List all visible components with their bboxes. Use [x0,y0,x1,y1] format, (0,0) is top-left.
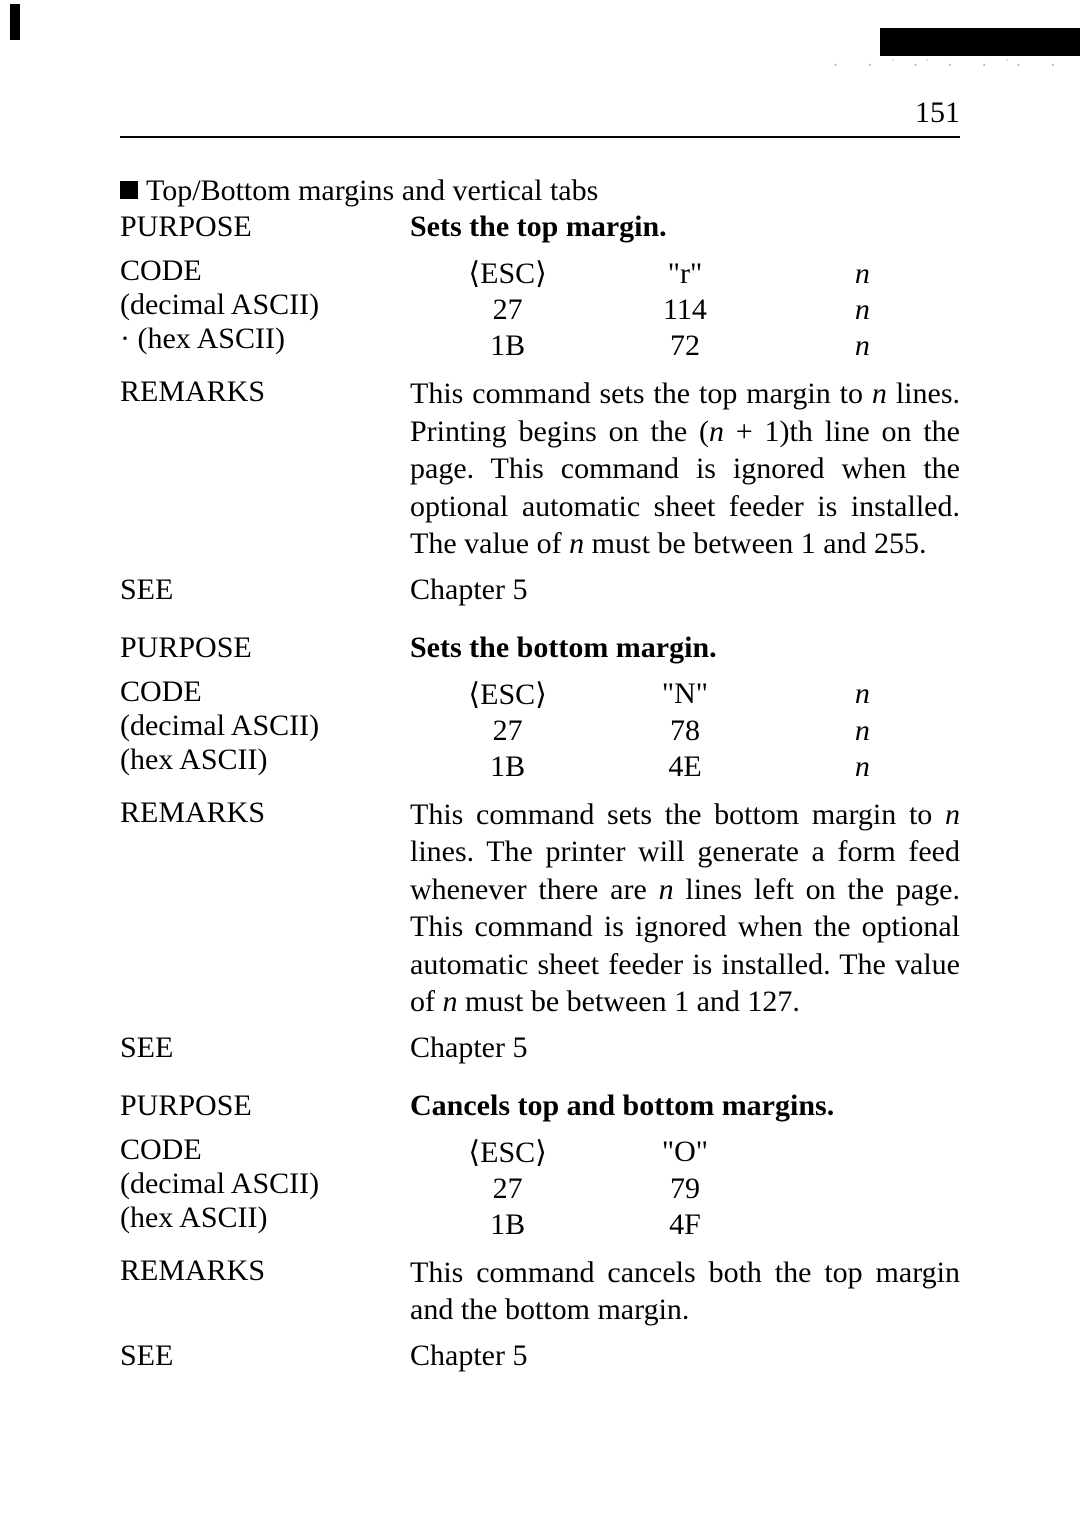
dec-char: 114 [605,293,764,327]
hex-label: · (hex ASCII) [120,322,410,356]
see-text: Chapter 5 [410,573,960,607]
char: "r" [605,256,764,291]
code-table: ⟨ESC⟩"N"n 2778n 1B4En [410,675,960,786]
section-header-text: Top/Bottom margins and vertical tabs [146,174,598,207]
code-label: CODE [120,254,410,288]
esc: ⟨ESC⟩ [412,256,603,291]
dec-char: 79 [605,1172,764,1206]
n-col [767,1172,958,1206]
n-col: n [767,714,958,748]
purpose-text: Sets the bottom margin. [410,631,960,665]
n-col [767,1208,958,1242]
square-bullet-icon [120,181,138,199]
speckle-noise: · · ˙ ·˙ · · ˙· · [831,58,1060,74]
purpose-row: PURPOSE Sets the top margin. [120,210,960,244]
hex-label: (hex ASCII) [120,1201,410,1235]
hex-char: 4E [605,750,764,784]
see-text: Chapter 5 [410,1339,960,1373]
dec-char: 78 [605,714,764,748]
remarks-row: REMARKS This command sets the top margin… [120,375,960,563]
hex-esc: 1B [412,329,603,363]
left-tick [10,4,20,40]
see-label: SEE [120,1339,410,1373]
code-label: CODE [120,675,410,709]
see-text: Chapter 5 [410,1031,960,1065]
remarks-row: REMARKS This command cancels both the to… [120,1254,960,1329]
see-row: SEE Chapter 5 [120,573,960,607]
n-col: n [767,750,958,784]
table-row: 2779 [412,1172,958,1206]
remarks-label: REMARKS [120,796,410,830]
purpose-label: PURPOSE [120,210,410,244]
hex-label: (hex ASCII) [120,743,410,777]
code-table: ⟨ESC⟩"O" 2779 1B4F [410,1133,960,1244]
purpose-row: PURPOSE Sets the bottom margin. [120,631,960,665]
code-label: CODE [120,1133,410,1167]
table-row: ⟨ESC⟩"O" [412,1135,958,1170]
esc: ⟨ESC⟩ [412,677,603,712]
see-row: SEE Chapter 5 [120,1031,960,1065]
hex-esc: 1B [412,1208,603,1242]
code-row: CODE (decimal ASCII) · (hex ASCII) ⟨ESC⟩… [120,254,960,365]
dec-label: (decimal ASCII) [120,1167,410,1201]
code-table: ⟨ESC⟩"r"n 27114n 1B72n [410,254,960,365]
purpose-text: Cancels top and bottom margins. [410,1089,960,1123]
hex-char: 4F [605,1208,764,1242]
n-col: n [767,329,958,363]
hex-char: 72 [605,329,764,363]
n-col: n [767,677,958,712]
purpose-label: PURPOSE [120,631,410,665]
remarks-text: This command sets the bottom margin to n… [410,796,960,1021]
section-header: Top/Bottom margins and vertical tabs [120,174,960,208]
remarks-label: REMARKS [120,1254,410,1288]
char: "N" [605,677,764,712]
table-row: 2778n [412,714,958,748]
dec-label: (decimal ASCII) [120,288,410,322]
n-col [767,1135,958,1170]
dec-label: (decimal ASCII) [120,709,410,743]
purpose-label: PURPOSE [120,1089,410,1123]
table-row: 27114n [412,293,958,327]
purpose-text: Sets the top margin. [410,210,960,244]
page-content: 151 Top/Bottom margins and vertical tabs… [0,0,1080,1413]
see-row: SEE Chapter 5 [120,1339,960,1373]
hex-esc: 1B [412,750,603,784]
remarks-text: This command cancels both the top margin… [410,1254,960,1329]
see-label: SEE [120,1031,410,1065]
table-row: 1B4En [412,750,958,784]
top-black-bar [880,28,1080,56]
table-row: 1B72n [412,329,958,363]
char: "O" [605,1135,764,1170]
dec-esc: 27 [412,293,603,327]
dec-esc: 27 [412,714,603,748]
esc: ⟨ESC⟩ [412,1135,603,1170]
table-row: ⟨ESC⟩"N"n [412,677,958,712]
remarks-text: This command sets the top margin to n li… [410,375,960,563]
page-number: 151 [120,96,960,138]
remarks-row: REMARKS This command sets the bottom mar… [120,796,960,1021]
dec-esc: 27 [412,1172,603,1206]
purpose-row: PURPOSE Cancels top and bottom margins. [120,1089,960,1123]
code-row: CODE (decimal ASCII) (hex ASCII) ⟨ESC⟩"O… [120,1133,960,1244]
n-col: n [767,293,958,327]
table-row: 1B4F [412,1208,958,1242]
see-label: SEE [120,573,410,607]
remarks-label: REMARKS [120,375,410,409]
n-col: n [767,256,958,291]
code-row: CODE (decimal ASCII) (hex ASCII) ⟨ESC⟩"N… [120,675,960,786]
table-row: ⟨ESC⟩"r"n [412,256,958,291]
